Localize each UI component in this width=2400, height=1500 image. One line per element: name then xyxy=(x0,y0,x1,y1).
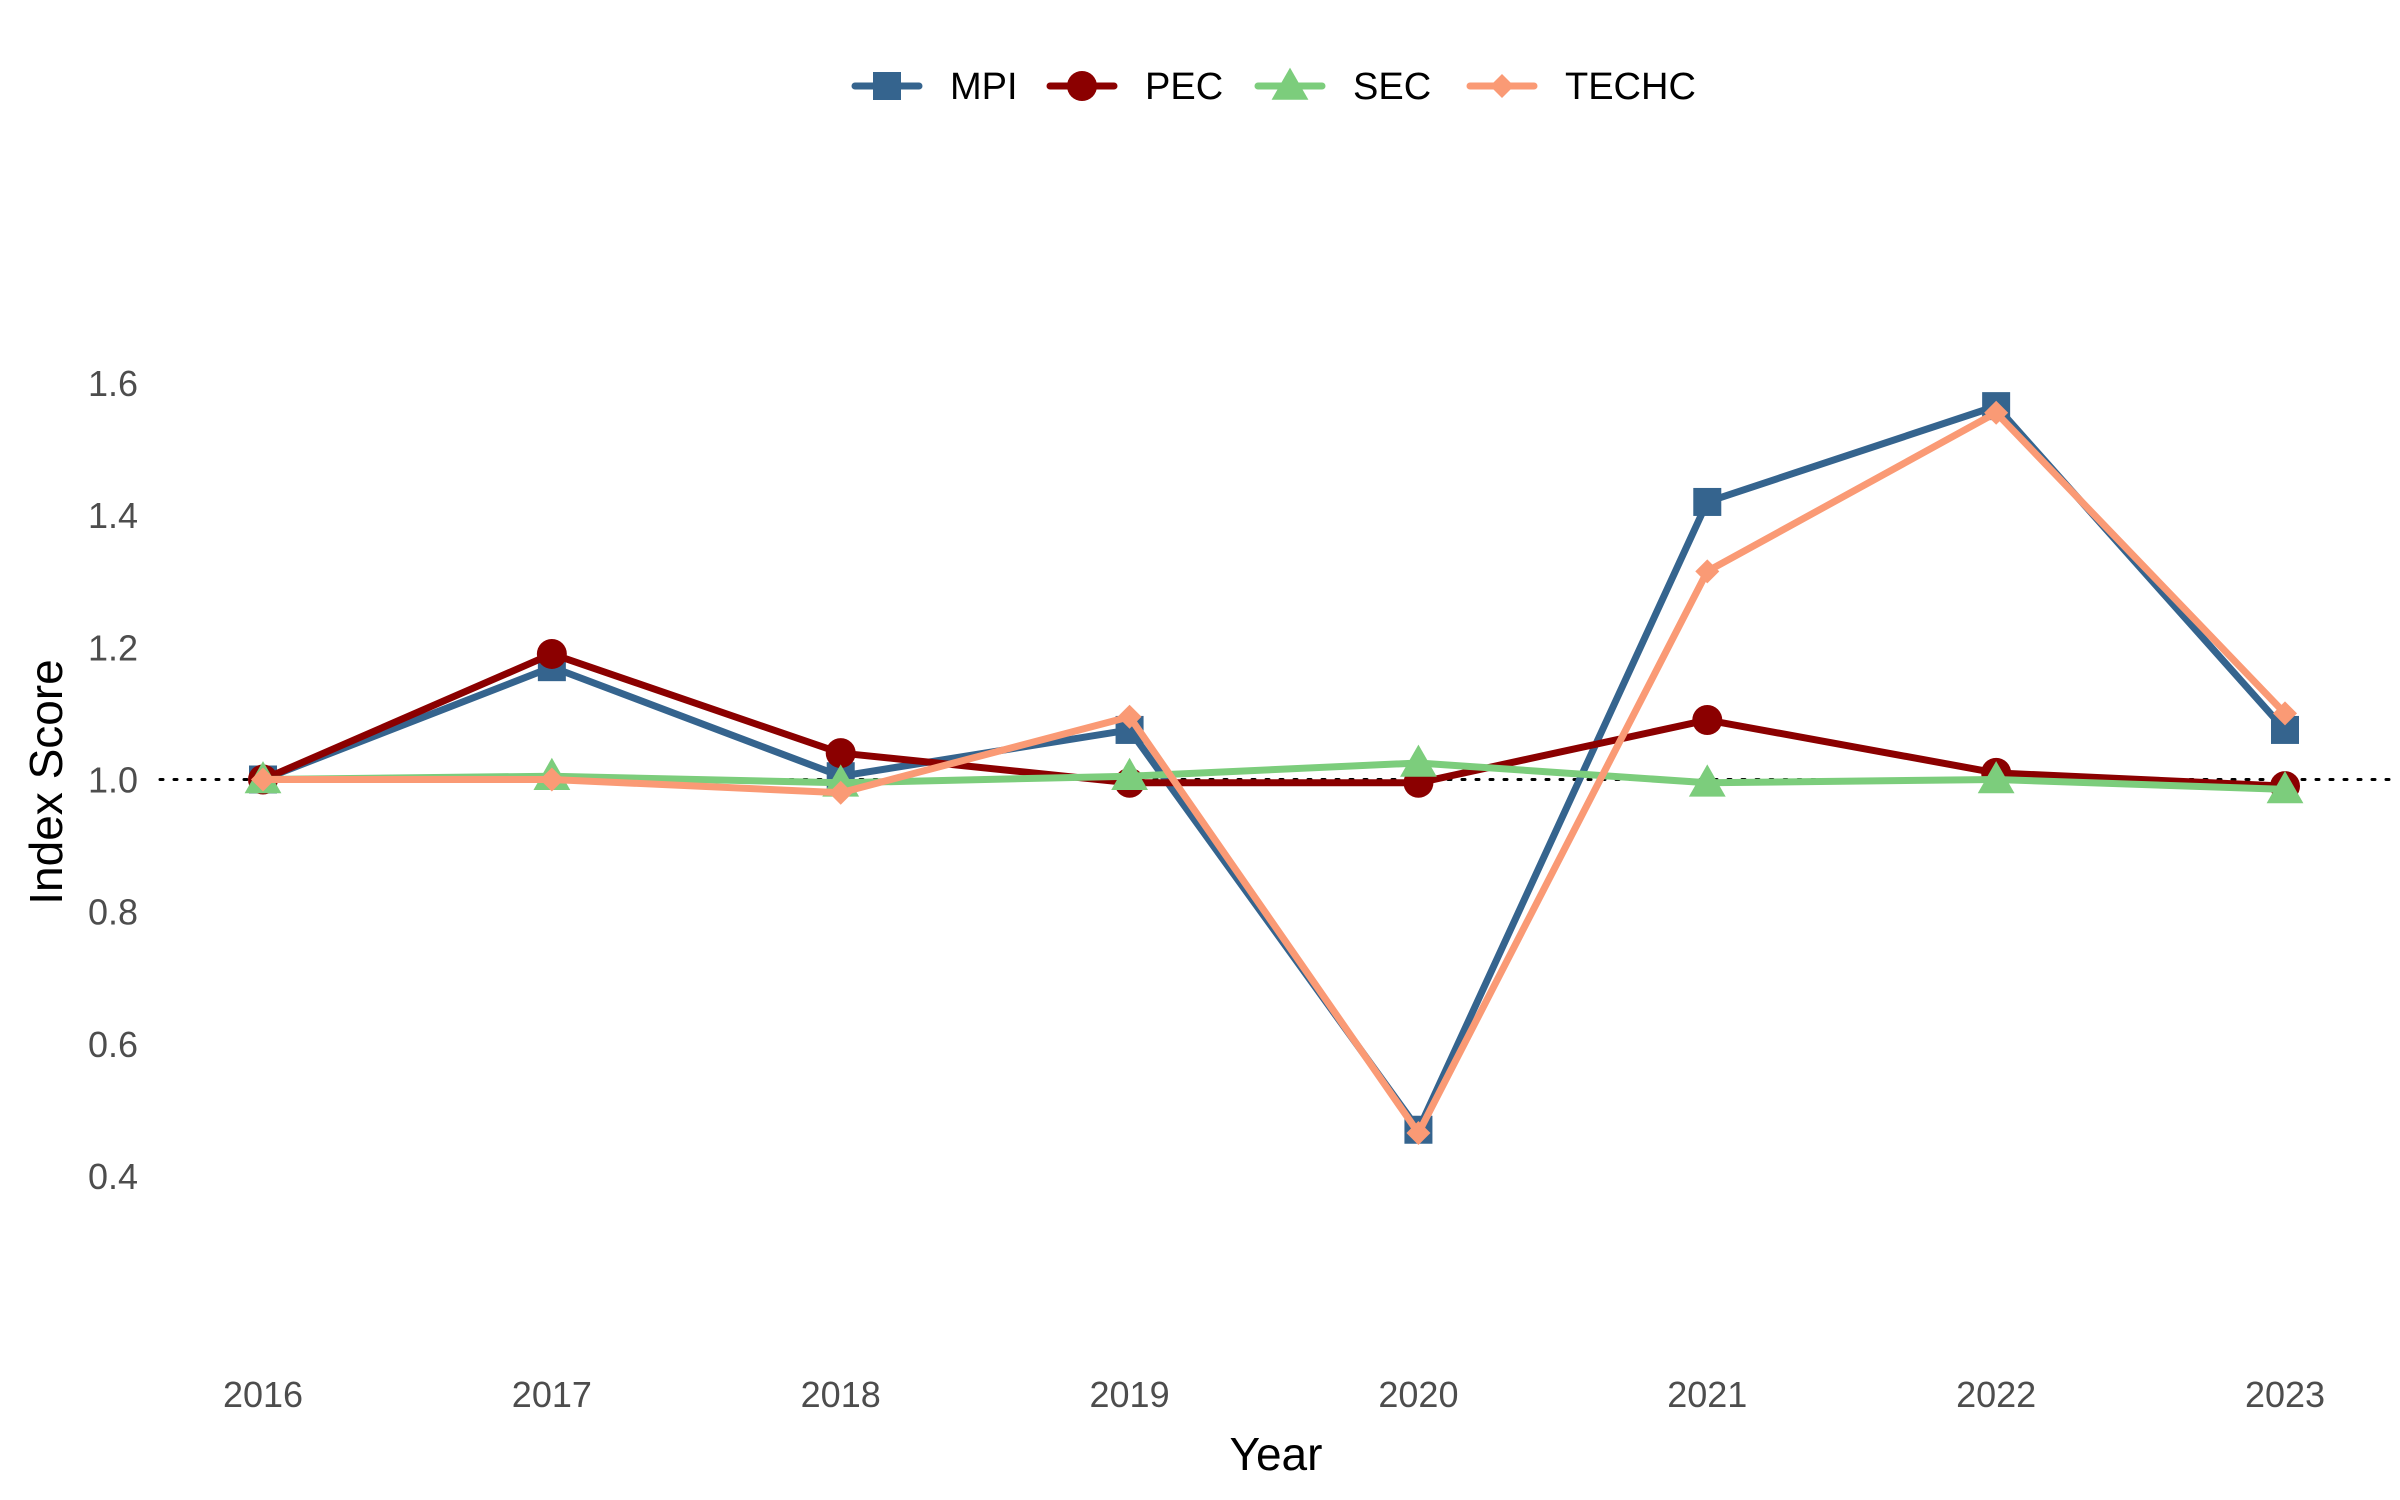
legend-label-techc: TECHC xyxy=(1565,66,1696,108)
data-point-techc xyxy=(1406,1121,1431,1146)
data-point-sec xyxy=(1111,757,1148,790)
x-axis-ticks: 2016 2017 2018 2019 2020 2021 2022 2023 xyxy=(223,1374,2325,1415)
x-tick-label: 2019 xyxy=(1090,1374,1170,1415)
data-point-pec xyxy=(536,638,567,669)
y-tick-label: 1.2 xyxy=(88,627,138,668)
y-tick-label: 0.8 xyxy=(88,892,138,933)
data-point-techc xyxy=(1695,559,1720,584)
x-axis-title: Year xyxy=(1230,1428,1323,1480)
legend-item-mpi: MPI xyxy=(851,66,1018,108)
legend-item-techc: TECHC xyxy=(1466,66,1696,108)
data-point-techc xyxy=(828,780,853,805)
data-point-techc xyxy=(1117,704,1142,729)
x-tick-label: 2020 xyxy=(1378,1374,1458,1415)
legend-marker-pec xyxy=(1067,71,1097,101)
data-point-mpi xyxy=(1693,487,1722,516)
data-point-techc xyxy=(539,767,564,792)
y-tick-label: 1.0 xyxy=(88,760,138,801)
series-line-pec xyxy=(259,650,2289,790)
y-tick-label: 1.6 xyxy=(88,363,138,404)
data-point-techc xyxy=(251,767,275,792)
x-tick-label: 2023 xyxy=(2245,1374,2325,1415)
x-tick-label: 2021 xyxy=(1667,1374,1747,1415)
legend-label-pec: PEC xyxy=(1145,66,1223,108)
series-line-sec xyxy=(259,759,2289,793)
data-point-sec xyxy=(2266,771,2304,804)
data-point-pec xyxy=(825,738,856,769)
legend-marker-mpi xyxy=(873,72,901,100)
legend-item-sec: SEC xyxy=(1254,66,1431,108)
series-layer xyxy=(244,392,2304,1146)
y-tick-label: 1.4 xyxy=(88,495,138,536)
x-tick-label: 2016 xyxy=(223,1374,303,1415)
legend: MPI PEC SEC TECHC xyxy=(851,66,1696,108)
legend-label-sec: SEC xyxy=(1353,66,1431,108)
x-tick-label: 2018 xyxy=(801,1374,881,1415)
data-point-sec xyxy=(1977,761,2015,794)
legend-label-mpi: MPI xyxy=(950,66,1018,108)
x-tick-label: 2017 xyxy=(512,1374,592,1415)
series-line-techc xyxy=(259,409,2289,1137)
x-tick-label: 2022 xyxy=(1956,1374,2036,1415)
y-tick-label: 0.4 xyxy=(88,1156,138,1197)
data-point-sec xyxy=(1688,764,1726,797)
data-point-techc xyxy=(1984,400,2009,425)
y-axis-ticks: 0.4 0.6 0.8 1.0 1.2 1.4 1.6 xyxy=(88,363,138,1197)
legend-item-pec: PEC xyxy=(1046,66,1223,108)
legend-marker-sec xyxy=(1271,67,1309,100)
data-point-techc xyxy=(2273,701,2297,726)
data-point-pec xyxy=(1692,705,1723,736)
y-axis-title: Index Score xyxy=(20,659,72,904)
data-point-sec xyxy=(1400,744,1437,777)
series-techc xyxy=(251,400,2297,1146)
y-tick-label: 0.6 xyxy=(88,1024,138,1065)
legend-marker-techc xyxy=(1490,74,1514,98)
